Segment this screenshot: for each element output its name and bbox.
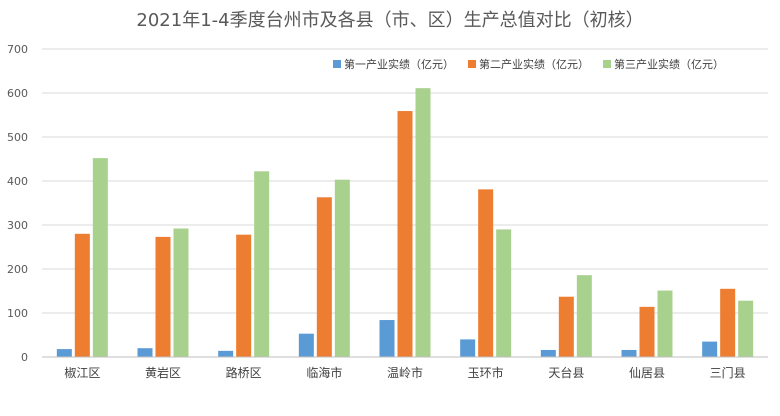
bars — [56, 88, 754, 357]
bar — [74, 233, 90, 357]
bar — [316, 197, 332, 357]
y-tick-label: 200 — [7, 263, 28, 276]
x-tick-label: 黄岩区 — [145, 365, 181, 380]
x-tick-label: 温岭市 — [387, 365, 423, 380]
y-tick-label: 700 — [7, 43, 28, 56]
y-tick-label: 600 — [7, 87, 28, 100]
x-tick-label: 临海市 — [306, 365, 342, 380]
x-tick-label: 天台县 — [548, 365, 584, 380]
bar — [415, 88, 431, 357]
y-tick-label: 400 — [7, 175, 28, 188]
legend-label: 第三产业实绩（亿元） — [614, 57, 724, 71]
x-tick-label: 仙居县 — [629, 366, 665, 380]
bar — [702, 341, 718, 357]
y-tick-label: 100 — [7, 307, 28, 320]
bar — [478, 189, 494, 357]
bar — [621, 349, 637, 357]
y-tick-label: 500 — [7, 131, 28, 144]
legend-swatch — [468, 60, 476, 68]
bar — [379, 320, 395, 357]
legend-label: 第一产业实绩（亿元） — [344, 57, 454, 71]
bar — [720, 288, 736, 357]
bar — [236, 234, 252, 357]
bar — [397, 111, 413, 357]
bar — [137, 348, 153, 357]
bar — [56, 349, 72, 357]
bar — [576, 275, 592, 357]
y-tick-label: 0 — [21, 351, 28, 364]
y-tick-label: 300 — [7, 219, 28, 232]
legend-swatch — [603, 60, 611, 68]
x-tick-label: 椒江区 — [64, 366, 100, 380]
bar — [496, 229, 512, 357]
x-axis-labels: 椒江区 黄岩区 路桥区 临海市 温岭市 玉环市 天台县 仙居县 三门县 — [64, 365, 745, 380]
bar — [334, 179, 350, 357]
bar — [92, 158, 108, 357]
legend-label: 第二产业实绩（亿元） — [479, 57, 589, 71]
bar — [298, 333, 314, 357]
bar — [738, 300, 754, 357]
bar — [540, 349, 556, 357]
y-axis-ticks: 0 100 200 300 400 500 600 700 — [7, 43, 28, 364]
bar — [657, 290, 673, 357]
bar — [639, 306, 655, 357]
bar — [173, 228, 189, 357]
x-tick-label: 三门县 — [710, 365, 746, 380]
bar — [558, 296, 574, 357]
chart-title: 2021年1-4季度台州市及各县（市、区）生产总值对比（初核） — [136, 10, 643, 31]
legend: 第一产业实绩（亿元） 第二产业实绩（亿元） 第三产业实绩（亿元） — [333, 57, 724, 71]
bar — [155, 236, 171, 357]
bar — [218, 350, 234, 357]
x-tick-label: 玉环市 — [468, 365, 504, 380]
legend-swatch — [333, 60, 341, 68]
bar — [460, 339, 476, 357]
bar — [254, 171, 270, 357]
x-tick-label: 路桥区 — [226, 365, 262, 380]
